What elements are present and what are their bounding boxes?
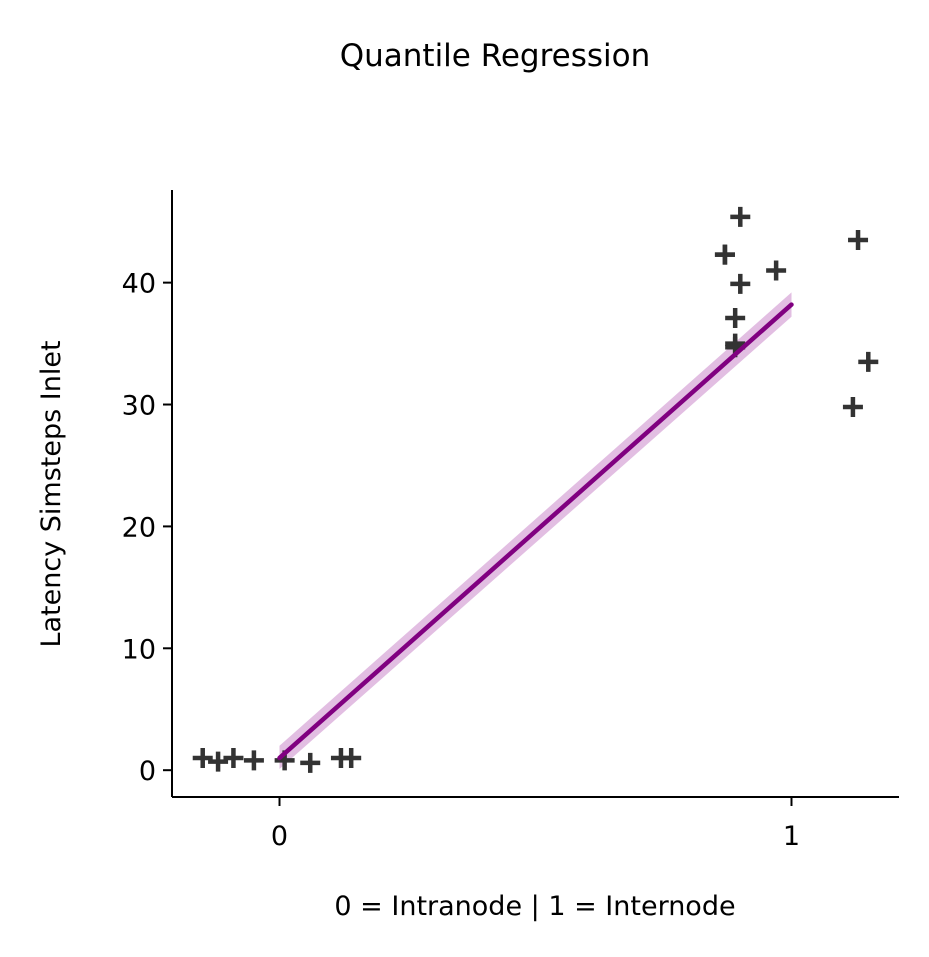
x-tick-label: 1 [783, 821, 800, 852]
data-point [766, 260, 787, 281]
x-axis-label: 0 = Intranode | 1 = Internode [334, 891, 735, 922]
y-tick-label: 40 [122, 269, 156, 300]
y-axis-label: Latency Simsteps Inlet [36, 340, 67, 647]
data-point [243, 750, 264, 771]
data-point [223, 747, 244, 768]
y-tick-label: 30 [122, 391, 156, 422]
data-point [848, 229, 869, 250]
regression-line [277, 302, 794, 761]
data-point [192, 747, 213, 768]
data-point [730, 273, 751, 294]
data-point [714, 244, 735, 265]
scatter-points [192, 206, 879, 773]
y-tick-label: 10 [122, 634, 156, 665]
y-tick-label: 20 [122, 512, 156, 543]
data-point [341, 747, 362, 768]
data-point [300, 752, 321, 773]
regression-line-group [277, 302, 794, 761]
chart-title: Quantile Regression [340, 38, 651, 74]
data-point [208, 751, 229, 772]
data-point [730, 206, 751, 227]
y-tick-label: 0 [139, 756, 156, 787]
data-point [858, 351, 879, 372]
y-axis-ticks: 0 10 20 30 40 [122, 269, 172, 787]
data-point [842, 396, 863, 417]
plot-area [192, 206, 879, 773]
x-tick-label: 0 [271, 821, 288, 852]
data-point [725, 307, 746, 328]
